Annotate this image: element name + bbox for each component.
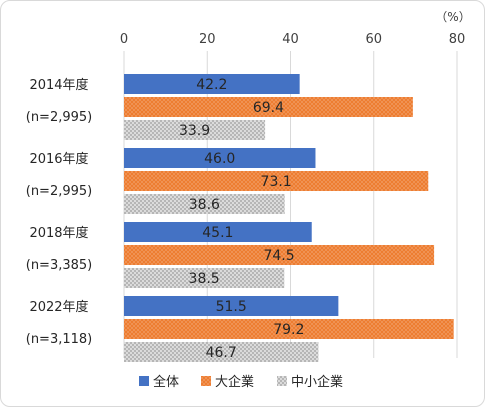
data-label: 73.1 xyxy=(261,174,292,190)
bar-sme xyxy=(124,342,319,362)
legend-label: 全体 xyxy=(153,374,179,390)
bar-all xyxy=(124,74,300,94)
category-year-label: 2022年度 xyxy=(29,299,88,315)
legend-label: 大企業 xyxy=(215,374,254,390)
category-n-label: (n=3,385) xyxy=(26,258,93,273)
legend-swatch xyxy=(139,376,149,386)
legend-swatch xyxy=(277,376,287,386)
bar-large xyxy=(124,171,429,191)
data-label: 38.6 xyxy=(189,197,220,213)
x-tick-label: 80 xyxy=(449,32,466,47)
x-tick-label: 20 xyxy=(199,32,216,47)
bar-all xyxy=(124,148,316,168)
category-year-label: 2014年度 xyxy=(29,77,88,93)
x-tick-label: 60 xyxy=(365,32,382,47)
category-year-label: 2018年度 xyxy=(29,225,88,241)
data-label: 46.0 xyxy=(204,151,235,167)
bar-all xyxy=(124,296,339,316)
bar-sme xyxy=(124,120,266,140)
bar-large xyxy=(124,319,454,339)
data-label: 51.5 xyxy=(216,299,247,315)
category-n-label: (n=2,995) xyxy=(26,110,93,125)
bar-sme xyxy=(124,194,285,214)
data-label: 33.9 xyxy=(179,123,210,139)
data-label: 74.5 xyxy=(263,248,294,264)
data-label: 69.4 xyxy=(253,100,284,116)
data-label: 79.2 xyxy=(273,322,304,338)
unit-label: （%） xyxy=(435,10,470,24)
bar-large xyxy=(124,97,413,117)
data-label: 38.5 xyxy=(189,271,220,287)
legend: 全体 大企業 中小企業 xyxy=(139,374,343,390)
x-tick-label: 40 xyxy=(282,32,299,47)
category-n-label: (n=3,118) xyxy=(26,332,93,347)
bars: 42.2 69.4 33.9 46.0 73.1 38.6 45.1 74.5 38.5 51.5… xyxy=(124,74,454,362)
data-label: 42.2 xyxy=(196,77,227,93)
data-label: 45.1 xyxy=(202,225,233,241)
data-label: 46.7 xyxy=(206,345,237,361)
bar-all xyxy=(124,222,312,242)
category-labels: 2014年度 (n=2,995) 2016年度 (n=2,995) 2018年度 (n=3… xyxy=(26,77,93,347)
category-year-label: 2016年度 xyxy=(29,151,88,167)
x-tick-label: 0 xyxy=(120,32,128,47)
legend-label: 中小企業 xyxy=(291,374,343,390)
legend-swatch xyxy=(201,376,211,386)
category-n-label: (n=2,995) xyxy=(26,184,93,199)
bar-large xyxy=(124,245,435,265)
bar-sme xyxy=(124,268,285,288)
